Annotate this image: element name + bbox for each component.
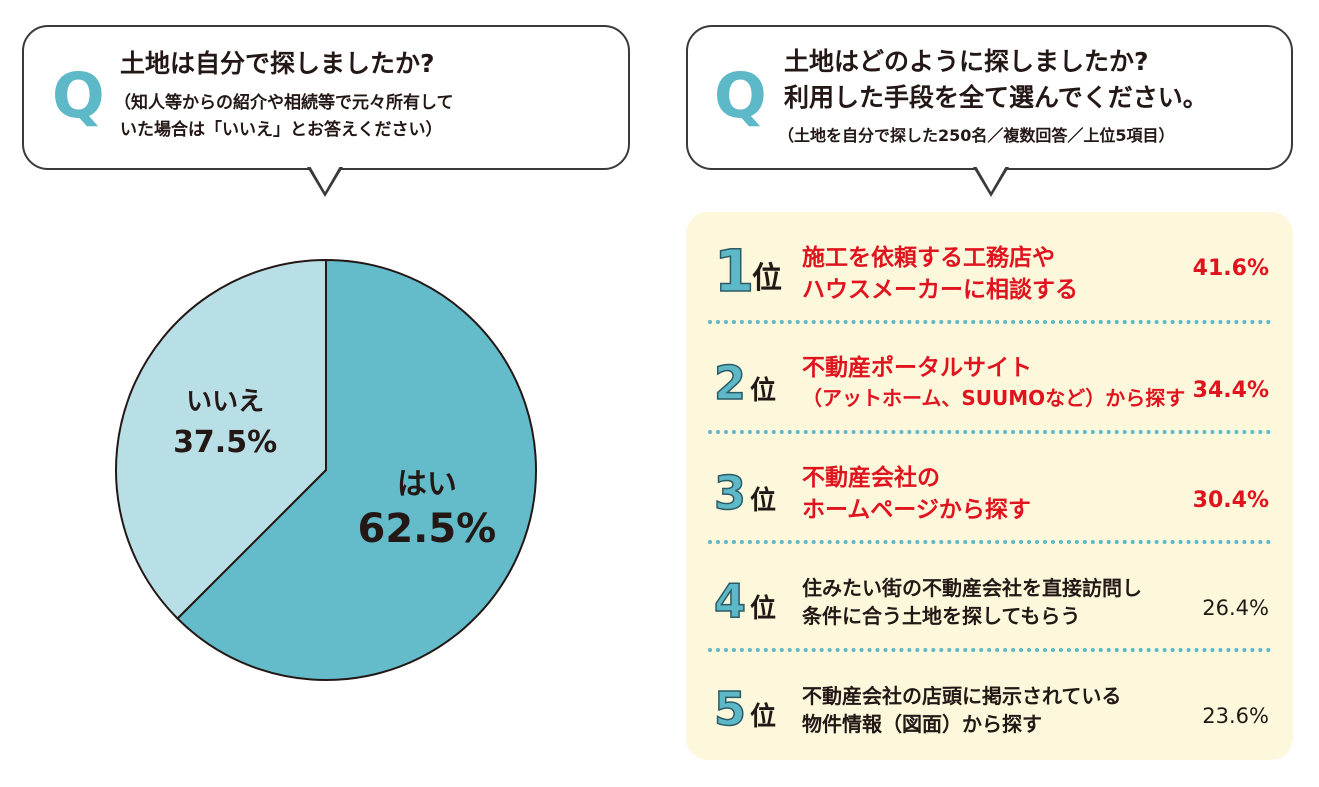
rank-number: 5	[713, 682, 747, 736]
rank-percentage: 30.4%	[1192, 488, 1269, 513]
pie-slice-value: 37.5%	[173, 425, 277, 460]
pie-slice-1	[115, 258, 327, 620]
rank-row: 4 位住みたい街の不動産会社を直接訪問し 条件に合う土地を探してもらう 26.4%	[686, 556, 1293, 664]
bubble-tail-right-fill	[976, 166, 1006, 192]
rank-description-line2: （アットホーム、SUUMOなど）から探す	[802, 386, 1186, 411]
rank-description-line1: 住みたい街の不動産会社を直接訪問し	[802, 576, 1142, 600]
pie-slice-0	[176, 258, 537, 681]
rank-suffix: 位	[750, 594, 777, 624]
dotted-divider	[708, 320, 1271, 324]
rank-percentage: 41.6%	[1192, 256, 1269, 281]
rank-number: 2	[713, 356, 747, 410]
rank-description-line2: ホームページから探す	[802, 497, 1031, 524]
q-icon: Q	[52, 59, 105, 132]
question-note-line1: （知人等からの紹介や相続等で元々所有して	[114, 93, 454, 113]
rank-suffix: 位	[750, 486, 777, 516]
rank-row: 3 位不動産会社のホームページから探す 30.4%	[686, 448, 1293, 556]
pie-slice-label: いいえ	[186, 387, 264, 417]
ranking-table: 1 位施工を依頼する工務店や ハウスメーカーに相談する 41.6% 2 位不動産ポータルサ…	[686, 212, 1293, 760]
pie-slice-label: はい	[397, 467, 457, 502]
dotted-divider	[708, 430, 1271, 434]
rank-description-line2: 物件情報（図面）から探す	[802, 712, 1042, 736]
rank-suffix: 位	[750, 376, 777, 406]
q-icon: Q	[714, 59, 767, 132]
rank-number: 3	[713, 466, 747, 520]
rank-description: 不動産ポータルサイト （アットホーム、SUUMOなど）から探す	[802, 352, 1185, 412]
question-note: （土地を自分で探した250名／複数回答／上位5項目）	[778, 126, 1175, 145]
rank-suffix: 位	[750, 702, 777, 732]
dotted-divider	[708, 540, 1271, 544]
rank-description-line1: 施工を依頼する工務店や	[802, 245, 1055, 271]
rank-description-line1: 不動産ポータルサイト	[802, 355, 1032, 381]
rank-description: 不動産会社のホームページから探す	[802, 462, 1031, 526]
question-note-line2: いた場合は「いいえ」とお答えください）	[120, 120, 443, 140]
dotted-divider	[708, 648, 1271, 652]
rank-description: 施工を依頼する工務店や ハウスメーカーに相談する	[802, 242, 1078, 306]
question-title-line2: 利用した手段を全て選んでください。	[784, 83, 1208, 112]
rank-description-line2: ハウスメーカーに相談する	[802, 277, 1078, 304]
pie-slice-value: 62.5%	[357, 506, 496, 552]
bubble-tail-left-fill	[310, 166, 340, 192]
question-title: 土地は自分で探しましたか?	[120, 49, 435, 78]
rank-percentage: 23.6%	[1202, 704, 1269, 728]
rank-percentage: 26.4%	[1202, 596, 1269, 620]
rank-description-line1: 不動産会社の	[802, 465, 940, 491]
rank-number: 4	[713, 574, 747, 628]
question-bubble-right: Q 土地はどのように探しましたか? 利用した手段を全て選んでください。 （土地を…	[686, 25, 1293, 170]
rank-suffix: 位	[752, 261, 782, 296]
rank-row: 2 位不動産ポータルサイト （アットホーム、SUUMOなど）から探す 34.4%	[686, 338, 1293, 446]
rank-description-line1: 不動産会社の店頭に掲示されている	[802, 684, 1122, 708]
rank-row: 5 位不動産会社の店頭に掲示されている 物件情報（図面）から探す 23.6%	[686, 664, 1293, 772]
rank-description: 不動産会社の店頭に掲示されている 物件情報（図面）から探す	[802, 682, 1121, 738]
rank-description: 住みたい街の不動産会社を直接訪問し 条件に合う土地を探してもらう	[802, 574, 1142, 630]
rank-description-line2: 条件に合う土地を探してもらう	[802, 604, 1081, 628]
question-title-line1: 土地はどのように探しましたか?	[784, 47, 1149, 76]
rank-number: 1	[713, 237, 755, 305]
question-bubble-left: Q 土地は自分で探しましたか? （知人等からの紹介や相続等で元々所有して いた場…	[22, 25, 630, 170]
rank-row: 1 位施工を依頼する工務店や ハウスメーカーに相談する 41.6%	[686, 228, 1293, 336]
rank-percentage: 34.4%	[1192, 378, 1269, 403]
pie-chart: はい 62.5% いいえ 37.5%	[115, 258, 537, 681]
